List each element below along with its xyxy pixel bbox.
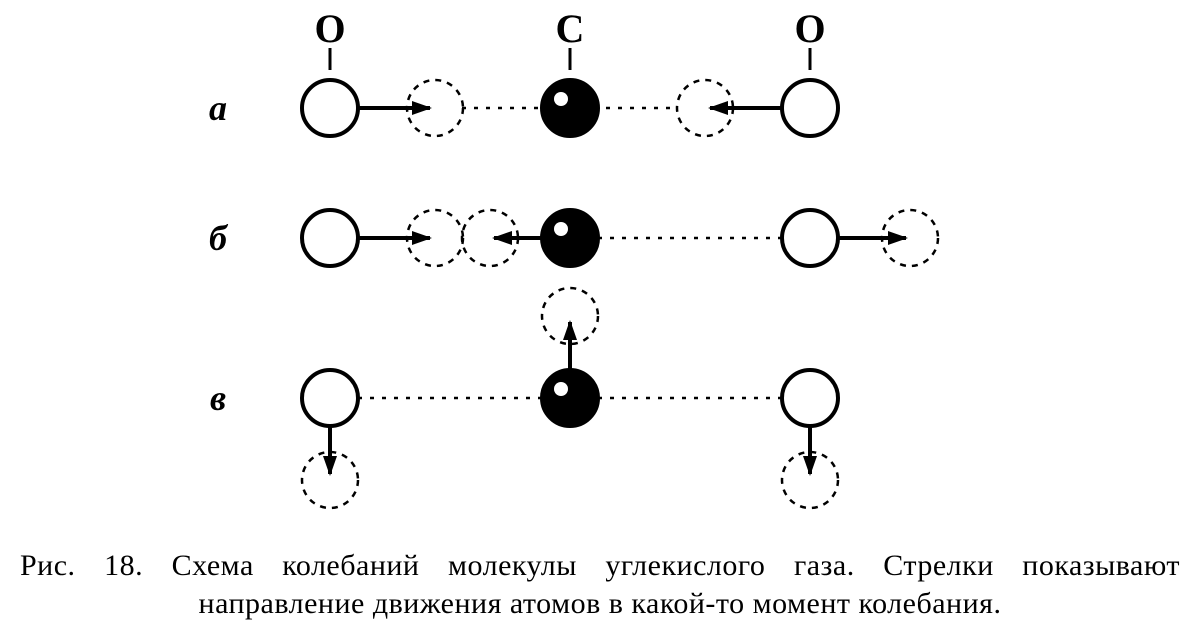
motion-arrow-head	[563, 320, 577, 340]
label-text: б	[209, 218, 229, 258]
oxygen-atom	[782, 370, 838, 426]
label-text: O	[314, 6, 345, 51]
label-text: C	[556, 6, 585, 51]
motion-arrow-head	[888, 231, 908, 245]
oxygen-atom	[782, 80, 838, 136]
label-text: в	[210, 378, 226, 418]
motion-arrow-head	[412, 231, 432, 245]
carbon-atom	[542, 210, 598, 266]
label-text: O	[794, 6, 825, 51]
oxygen-atom	[782, 210, 838, 266]
figure-caption: Рис. 18. Схема колебаний молекулы углеки…	[0, 547, 1200, 622]
motion-arrow-head	[708, 101, 728, 115]
motion-arrow-head	[492, 231, 512, 245]
oxygen-atom	[302, 370, 358, 426]
diagram-svg: O C Oа б в	[0, 0, 1200, 520]
carbon-atom	[542, 80, 598, 136]
motion-arrow-head	[412, 101, 432, 115]
oxygen-atom	[302, 80, 358, 136]
diagram-svg-wrap: O C Oа б в	[0, 0, 1200, 525]
motion-arrow-head	[323, 456, 337, 476]
label-text: а	[209, 88, 227, 128]
carbon-atom	[542, 370, 598, 426]
motion-arrow-head	[803, 456, 817, 476]
oxygen-atom	[302, 210, 358, 266]
co2-vibration-diagram: O C Oа б в Рис. 18. Схема колебаний молекулы…	[0, 0, 1200, 634]
